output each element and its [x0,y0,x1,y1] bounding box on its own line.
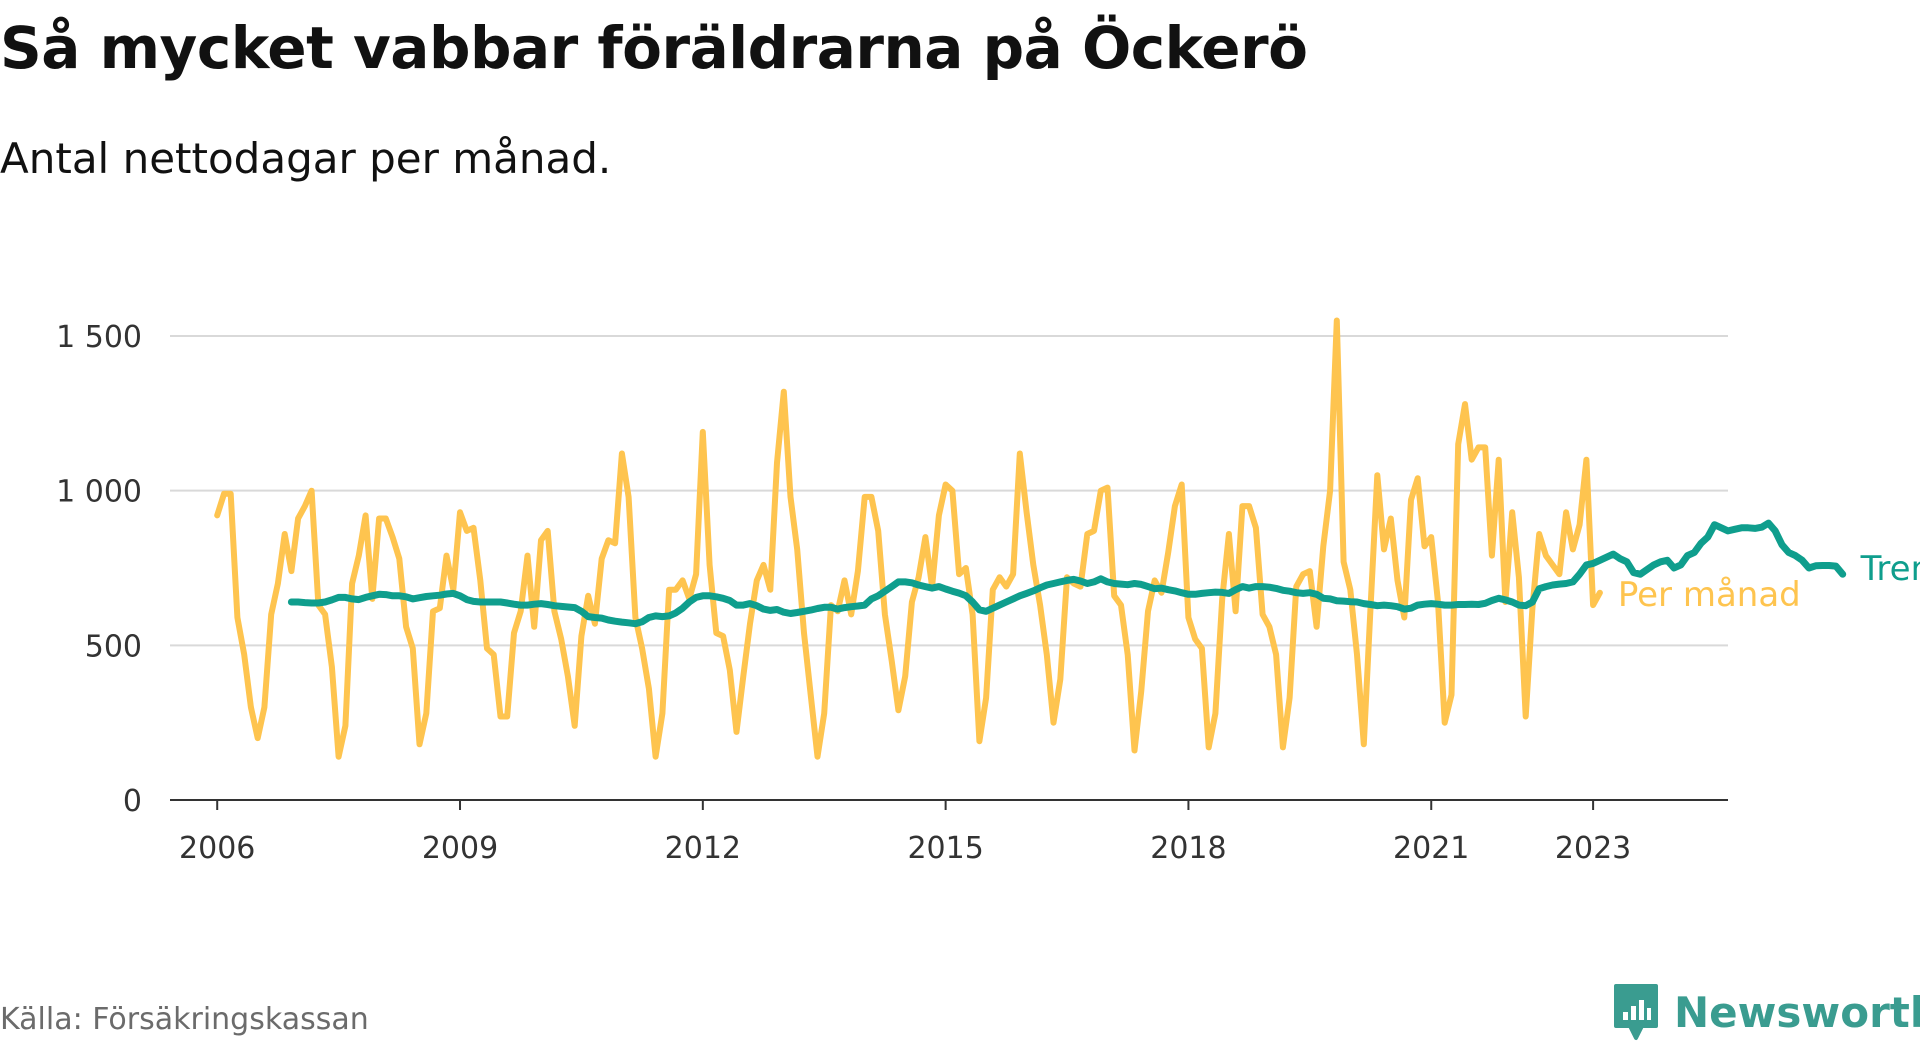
chart-title: Så mycket vabbar föräldrarna på Öckerö [0,14,1308,82]
x-tick-label: 2021 [1393,831,1469,866]
brand-logo: Newsworthy [1612,982,1920,1042]
x-axis: 2006 2009 2012 2015 2018 2021 2023 [170,799,1728,866]
x-tick-label: 2006 [179,831,255,866]
x-tick-label: 2009 [422,831,498,866]
monthly-label: Per månad [1618,575,1801,615]
newsworthy-logo-icon [1614,984,1658,1040]
chart-subtitle: Antal nettodagar per månad. [0,134,612,183]
series-labels: Trend Per månad [1618,549,1920,615]
y-tick-label: 0 [123,784,142,819]
trend-label: Trend [1860,549,1920,589]
y-tick-label: 500 [85,629,142,664]
monthly-line [214,317,1603,760]
x-tick-label: 2012 [665,831,741,866]
x-tick-label: 2023 [1555,831,1631,866]
y-axis: 0 500 1 000 1 500 [56,320,142,819]
y-tick-label: 1 500 [56,320,142,355]
x-tick-label: 2018 [1150,831,1226,866]
series-lines [214,317,1847,760]
source-note: Källa: Försäkringskassan [0,1002,369,1037]
trend-line [287,519,1847,628]
y-tick-label: 1 000 [56,475,142,510]
x-tick-label: 2015 [907,831,983,866]
brand-name: Newsworthy [1674,987,1920,1037]
